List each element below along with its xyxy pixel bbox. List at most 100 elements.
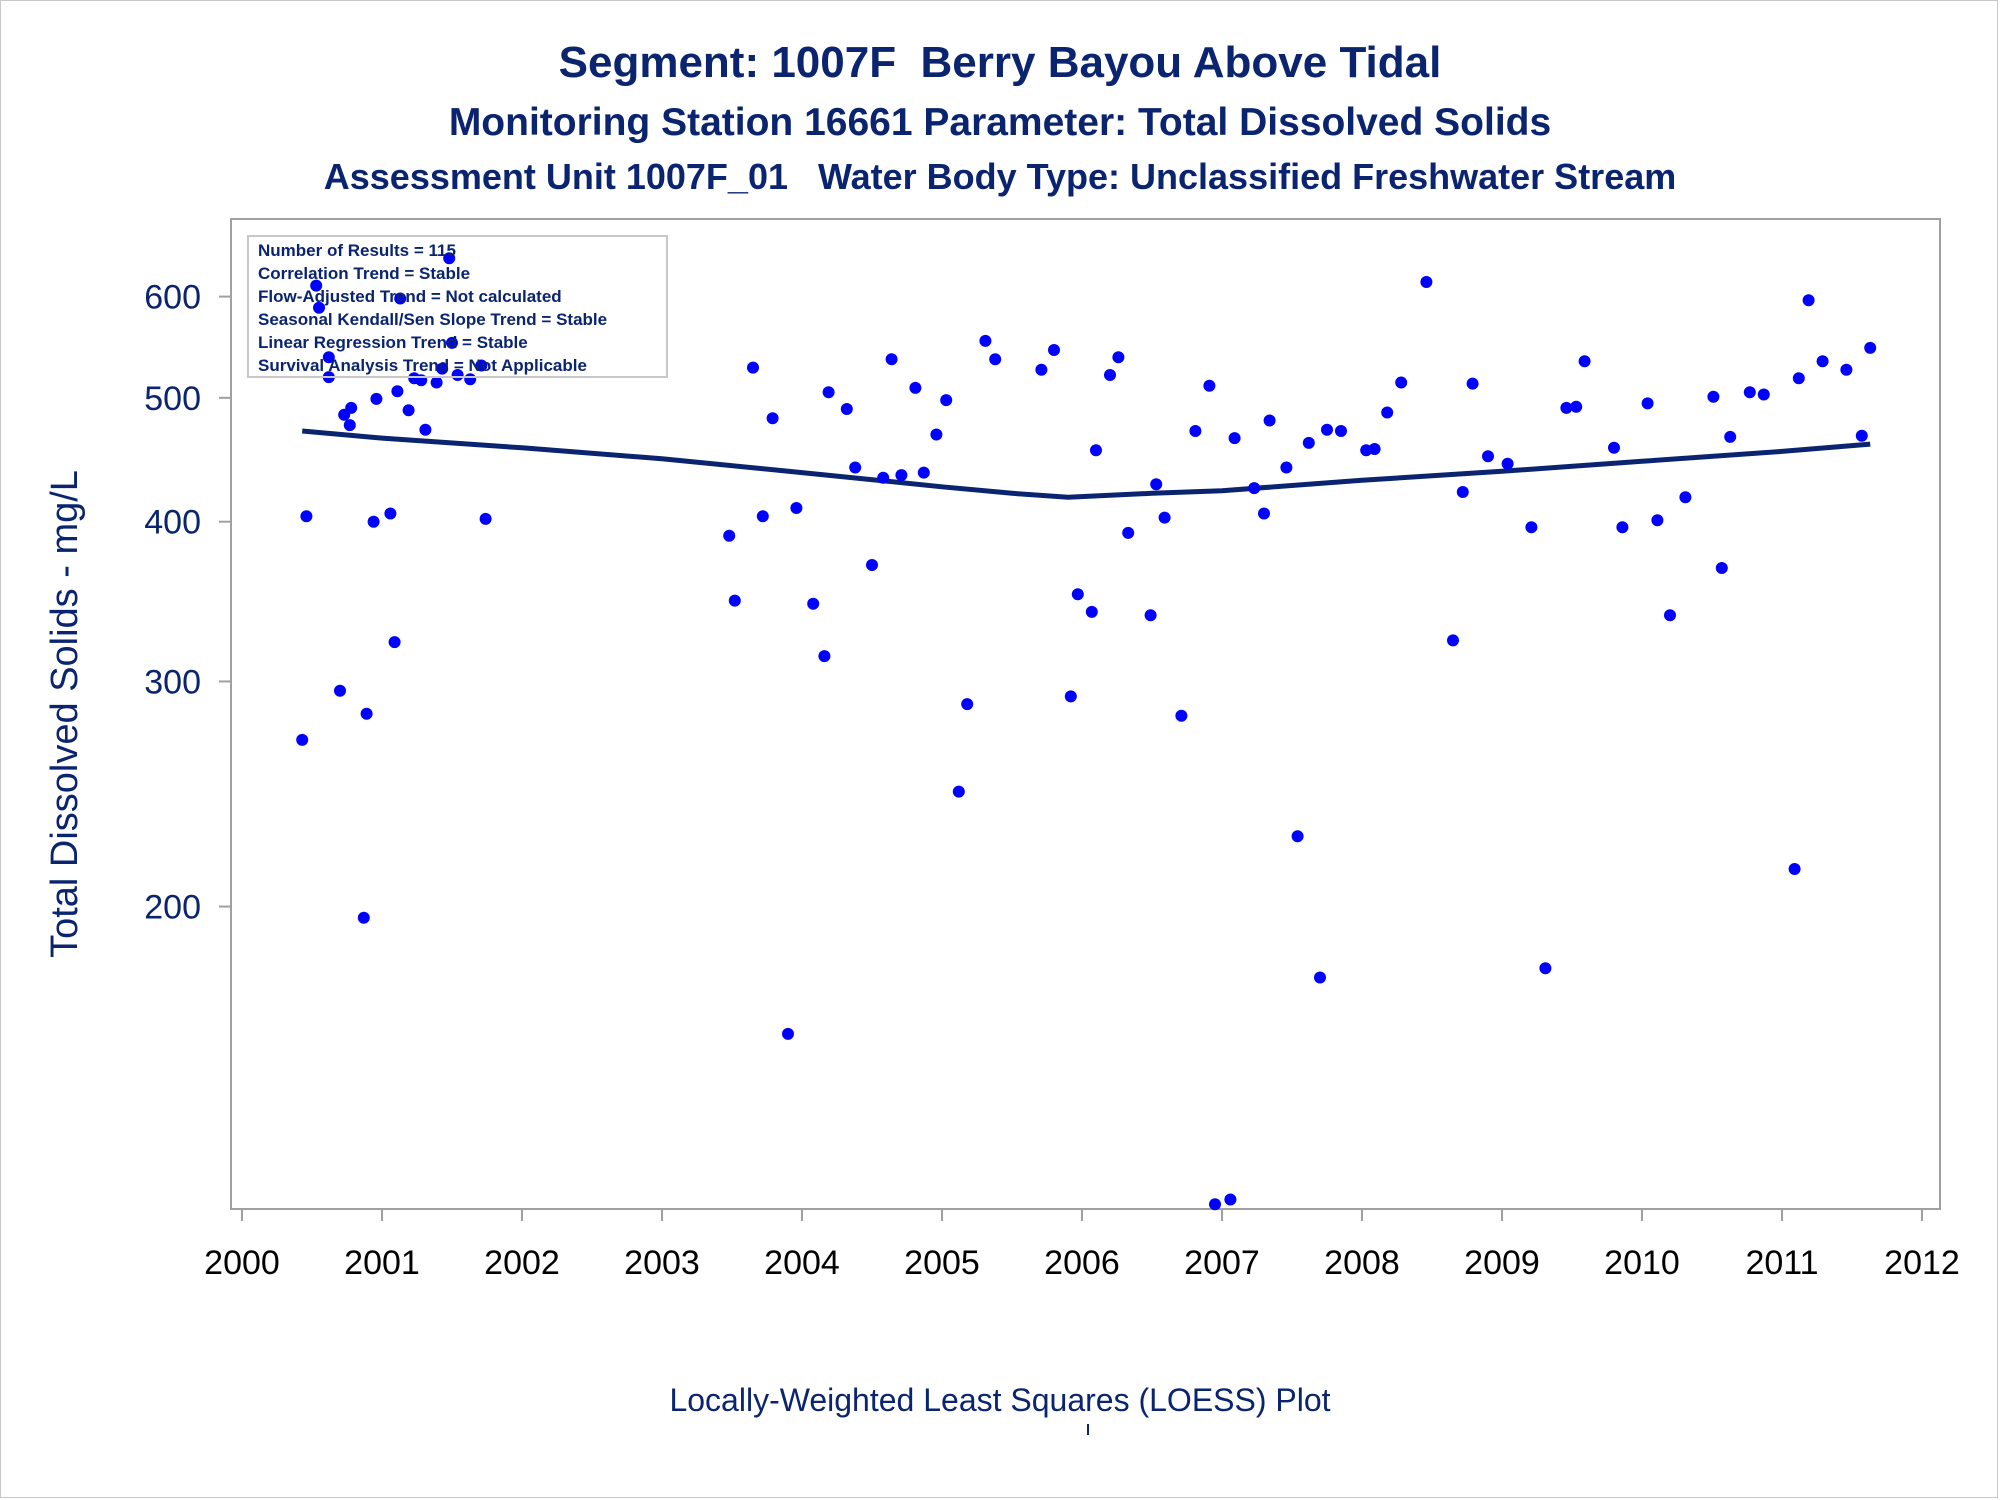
stats-line: Survival Analysis Trend = Not Applicable — [258, 356, 587, 375]
data-point — [747, 361, 759, 374]
data-point — [394, 292, 407, 305]
loess-line — [301, 428, 1871, 500]
data-point — [419, 423, 432, 436]
data-point — [1788, 863, 1801, 875]
stats-line: Correlation Trend = Stable — [258, 264, 470, 283]
data-points — [296, 252, 1877, 1211]
data-point — [1816, 355, 1829, 368]
footer-note: Locally-Weighted Least Squares (LOESS) P… — [669, 1382, 1331, 1418]
chart-title: Segment: 1007F Berry Bayou Above Tidal — [558, 38, 1442, 87]
data-point — [822, 386, 835, 399]
data-point — [1258, 507, 1270, 520]
data-point — [979, 334, 992, 347]
data-point — [1743, 386, 1756, 399]
data-point — [909, 381, 922, 394]
data-point — [1447, 634, 1459, 647]
data-point — [1228, 432, 1241, 445]
data-point — [357, 911, 370, 924]
data-point — [849, 461, 862, 474]
data-point — [1578, 355, 1591, 368]
data-point — [1189, 425, 1202, 437]
data-point — [930, 428, 943, 441]
x-tick-label: 2000 — [204, 1244, 280, 1282]
data-point — [296, 733, 309, 746]
chart-subtitle-station: Monitoring Station 16661 Parameter: Tota… — [448, 101, 1552, 144]
data-point — [885, 353, 898, 366]
data-point — [436, 362, 449, 375]
data-point — [1715, 562, 1728, 574]
data-point — [1280, 461, 1293, 474]
data-point — [1664, 609, 1676, 622]
stats-legend: Number of Results = 115 Correlation Trend… — [247, 235, 668, 378]
data-point — [1456, 486, 1469, 498]
data-point — [807, 597, 820, 610]
data-point — [310, 279, 323, 292]
y-tick-label: 400 — [144, 504, 201, 542]
data-point — [790, 502, 803, 514]
data-point — [940, 394, 953, 407]
data-point — [723, 529, 736, 542]
data-point — [345, 401, 358, 414]
data-point — [1064, 690, 1077, 703]
x-tick-label: 2001 — [344, 1244, 420, 1282]
data-point — [1707, 390, 1720, 403]
data-point — [1248, 482, 1261, 495]
data-point — [1150, 478, 1163, 491]
data-point — [895, 469, 908, 482]
footer-tick-mark — [1087, 1424, 1089, 1435]
x-tick-label: 2008 — [1324, 1244, 1400, 1282]
stats-line: Linear Regression Trend = Stable — [258, 333, 528, 352]
data-point — [370, 392, 383, 405]
data-point — [334, 684, 346, 697]
data-point — [446, 336, 458, 349]
data-point — [961, 698, 974, 711]
data-point — [313, 301, 325, 314]
data-point — [402, 404, 415, 417]
stats-line: Flow-Adjusted Trend = Not calculated — [258, 287, 562, 306]
data-point — [1395, 376, 1408, 389]
data-point — [1501, 457, 1514, 470]
data-point — [1203, 379, 1216, 392]
data-point — [388, 636, 401, 649]
data-point — [766, 412, 779, 425]
data-point — [866, 559, 878, 571]
data-point — [360, 707, 373, 720]
data-point — [1224, 1193, 1237, 1206]
data-point — [430, 376, 443, 389]
data-point — [1420, 276, 1433, 288]
data-point — [391, 385, 404, 398]
data-point — [367, 515, 380, 528]
x-tick-label: 2007 — [1184, 1244, 1260, 1282]
data-point — [1175, 709, 1188, 722]
data-point — [1651, 514, 1664, 527]
y-axis-label: Total Dissolved Solids - mg/L — [44, 470, 86, 958]
x-tick-label: 2010 — [1604, 1244, 1680, 1282]
data-point — [384, 507, 397, 520]
data-point — [1641, 397, 1654, 410]
data-point — [952, 785, 965, 798]
data-point — [1314, 971, 1326, 984]
x-tick-label: 2002 — [484, 1244, 560, 1282]
y-tick-label: 200 — [144, 889, 201, 927]
data-point — [1525, 521, 1538, 534]
data-point — [1539, 962, 1552, 975]
data-point — [728, 594, 741, 607]
data-point — [840, 403, 853, 415]
data-point — [1466, 377, 1479, 390]
data-point — [322, 351, 335, 364]
data-point — [1855, 429, 1868, 442]
data-point — [756, 510, 769, 523]
x-tick-label: 2011 — [1745, 1244, 1818, 1282]
data-point — [1864, 341, 1877, 354]
plot-area — [230, 218, 1941, 1210]
data-point — [1792, 372, 1805, 385]
data-point — [877, 471, 890, 484]
data-point — [1071, 588, 1084, 601]
data-point — [917, 466, 930, 479]
data-point — [1757, 388, 1770, 401]
data-point — [1035, 363, 1048, 376]
stats-line: Number of Results = 115 — [258, 241, 456, 260]
data-point — [1381, 406, 1394, 419]
data-point — [443, 252, 456, 265]
